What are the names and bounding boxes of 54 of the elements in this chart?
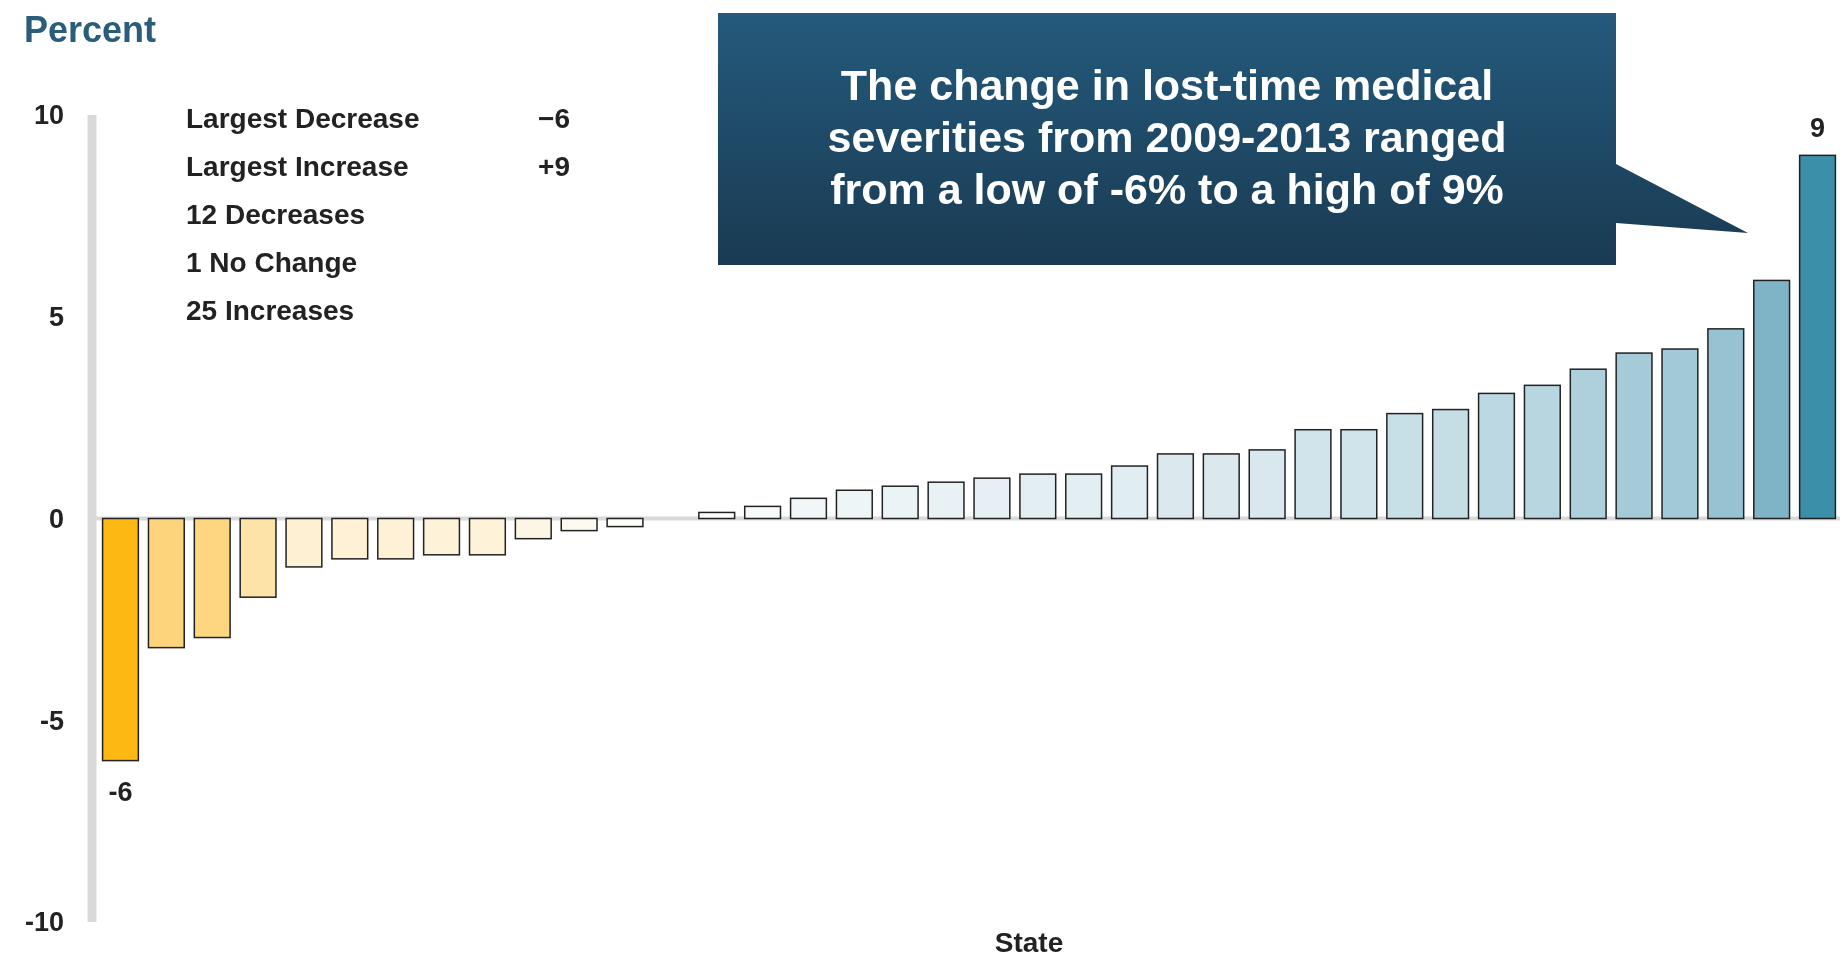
bar <box>514 517 552 540</box>
bar <box>193 517 231 639</box>
y-axis-title: Percent <box>24 9 157 50</box>
bar <box>1019 473 1057 520</box>
annotation: 1 No Change <box>186 247 358 278</box>
bar <box>377 517 415 560</box>
x-axis-title: State <box>994 927 1064 958</box>
bar <box>1431 408 1470 520</box>
annotation: 12 Decreases <box>186 199 366 230</box>
data-label: -6 <box>108 776 133 807</box>
bar <box>927 481 965 520</box>
bar <box>1477 392 1516 520</box>
bar <box>1707 328 1745 520</box>
y-tick-label: 10 <box>33 100 64 131</box>
annotation: +9 <box>538 151 570 182</box>
bar <box>1753 279 1791 520</box>
bar <box>147 517 185 649</box>
bar <box>606 517 644 528</box>
bar <box>1523 384 1561 520</box>
y-tick-label: 0 <box>48 503 64 534</box>
bar <box>1798 154 1837 520</box>
annotation: Largest Decrease <box>186 103 420 134</box>
bar <box>1615 352 1653 520</box>
bar <box>789 497 828 520</box>
annotation: Largest Increase <box>186 151 409 182</box>
annotation: 25 Increases <box>186 295 355 326</box>
bar <box>743 505 782 520</box>
bar <box>881 485 919 520</box>
annotation: −6 <box>538 103 570 134</box>
bar <box>1386 412 1424 520</box>
y-tick-label: -5 <box>39 705 64 736</box>
bar <box>1202 453 1240 520</box>
bar <box>239 517 277 598</box>
bar <box>698 511 736 520</box>
bar <box>1661 348 1699 520</box>
bar <box>835 489 873 520</box>
y-tick-label: 5 <box>48 302 64 333</box>
bar <box>560 517 598 532</box>
bar <box>1248 449 1286 520</box>
bar <box>468 517 507 556</box>
annotation: The change in lost-time medical severities from 2009-2013 ranged from a low of -6% to a high of 9% <box>827 61 1507 213</box>
bar <box>331 517 369 560</box>
bar <box>285 517 323 568</box>
bar <box>1156 453 1195 520</box>
data-label: 9 <box>1810 113 1826 144</box>
bar <box>1294 428 1332 520</box>
bar <box>101 517 140 762</box>
bar <box>422 517 461 556</box>
bar <box>1340 428 1378 520</box>
bar <box>973 477 1011 520</box>
y-tick-label: -10 <box>24 907 64 938</box>
bar <box>1110 465 1149 520</box>
bar <box>1569 368 1607 520</box>
bar <box>1065 473 1103 520</box>
